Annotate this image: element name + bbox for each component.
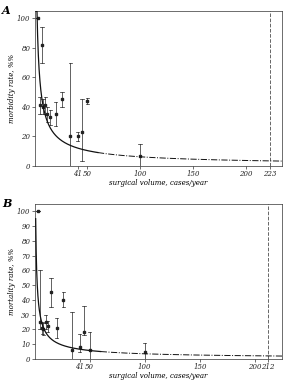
Text: A: A: [2, 5, 11, 16]
Text: B: B: [2, 198, 12, 209]
Y-axis label: mortality rate, %%: mortality rate, %%: [7, 248, 16, 315]
X-axis label: surgical volume, cases/year: surgical volume, cases/year: [109, 179, 208, 188]
Y-axis label: morbidity rate, %%: morbidity rate, %%: [7, 54, 16, 123]
X-axis label: surgical volume, cases/year: surgical volume, cases/year: [109, 372, 208, 381]
